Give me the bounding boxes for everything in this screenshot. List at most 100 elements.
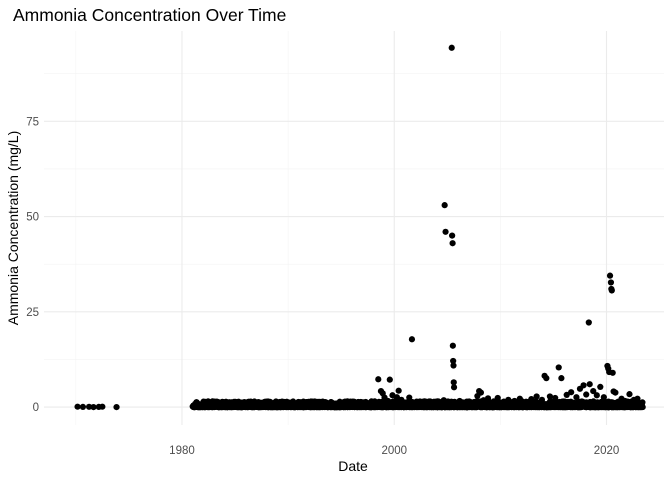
x-axis-title: Date <box>338 458 368 474</box>
data-point <box>591 403 598 411</box>
data-point <box>242 402 249 409</box>
data-point <box>534 403 542 411</box>
data-point <box>514 403 521 410</box>
y-tick-label: 25 <box>26 307 39 319</box>
data-point <box>597 383 604 390</box>
data-point <box>414 399 421 406</box>
data-point <box>634 395 641 402</box>
data-point <box>585 319 592 326</box>
data-point <box>365 400 372 407</box>
data-point <box>522 398 530 405</box>
data-point <box>359 402 366 410</box>
data-point <box>384 397 392 405</box>
data-point <box>556 403 564 411</box>
data-point <box>582 403 589 411</box>
data-point <box>630 403 637 410</box>
data-point <box>302 401 309 408</box>
data-point <box>543 375 550 382</box>
data-point <box>79 403 87 410</box>
data-point <box>321 402 328 410</box>
data-point <box>558 375 565 382</box>
data-point <box>601 398 608 405</box>
data-point <box>334 403 341 410</box>
data-point <box>482 403 489 410</box>
data-point <box>494 394 501 402</box>
data-point <box>560 398 567 405</box>
data-point <box>90 403 97 411</box>
data-point <box>308 403 316 410</box>
data-point <box>426 401 433 408</box>
y-axis-ticks: 0 25 50 75 <box>26 116 39 414</box>
data-point <box>74 403 81 410</box>
x-axis-ticks: 1980 2000 2020 <box>169 445 619 457</box>
data-point <box>346 402 354 409</box>
data-point <box>506 403 513 411</box>
data-point <box>208 400 215 407</box>
data-point <box>408 336 416 343</box>
data-point <box>440 397 447 404</box>
data-point <box>353 400 360 408</box>
data-point <box>590 387 597 395</box>
data-point <box>528 395 535 403</box>
data-point <box>511 397 518 405</box>
data-point <box>499 399 507 406</box>
data-point <box>484 395 492 402</box>
data-point <box>544 403 551 411</box>
data-point <box>451 399 458 406</box>
data-point <box>552 394 559 402</box>
data-point <box>198 401 205 408</box>
data-point <box>604 403 612 411</box>
data-point <box>113 403 120 411</box>
data-points <box>74 44 646 411</box>
data-point <box>450 357 457 365</box>
data-point <box>456 397 463 405</box>
data-point <box>491 403 498 411</box>
data-point <box>419 400 426 408</box>
data-point <box>266 402 273 410</box>
data-point <box>284 402 291 409</box>
data-point <box>386 376 393 383</box>
x-tick-label: 2020 <box>594 445 620 457</box>
data-point <box>533 393 540 400</box>
data-point <box>468 399 475 406</box>
chart-title: Ammonia Concentration Over Time <box>13 5 286 25</box>
data-point <box>430 398 438 405</box>
data-point <box>505 396 512 403</box>
data-point <box>450 384 458 391</box>
data-point <box>638 402 645 410</box>
data-point <box>441 401 448 408</box>
data-point <box>448 44 455 51</box>
data-point <box>626 391 633 398</box>
data-point <box>441 202 448 209</box>
data-point <box>277 403 285 410</box>
data-point <box>621 397 629 405</box>
data-point <box>261 401 268 408</box>
data-point <box>568 389 575 396</box>
data-point <box>442 228 449 235</box>
data-point <box>450 362 457 369</box>
data-point <box>248 399 255 406</box>
data-point <box>607 279 615 286</box>
data-point <box>583 391 590 398</box>
data-point <box>449 232 456 239</box>
data-point <box>395 387 402 394</box>
data-point <box>561 403 568 411</box>
data-point <box>580 382 587 389</box>
y-tick-label: 50 <box>26 212 39 224</box>
data-point <box>538 396 546 403</box>
data-point <box>406 394 413 401</box>
data-point <box>477 389 484 396</box>
data-point <box>620 403 627 411</box>
data-point <box>327 401 334 408</box>
data-point <box>254 403 262 410</box>
data-point <box>85 403 93 410</box>
data-point <box>612 389 619 396</box>
data-point <box>388 403 395 410</box>
data-point <box>379 403 387 411</box>
data-point <box>563 391 570 398</box>
data-point <box>570 402 577 409</box>
grid <box>44 31 664 425</box>
data-point <box>450 379 457 386</box>
data-point <box>371 398 378 405</box>
